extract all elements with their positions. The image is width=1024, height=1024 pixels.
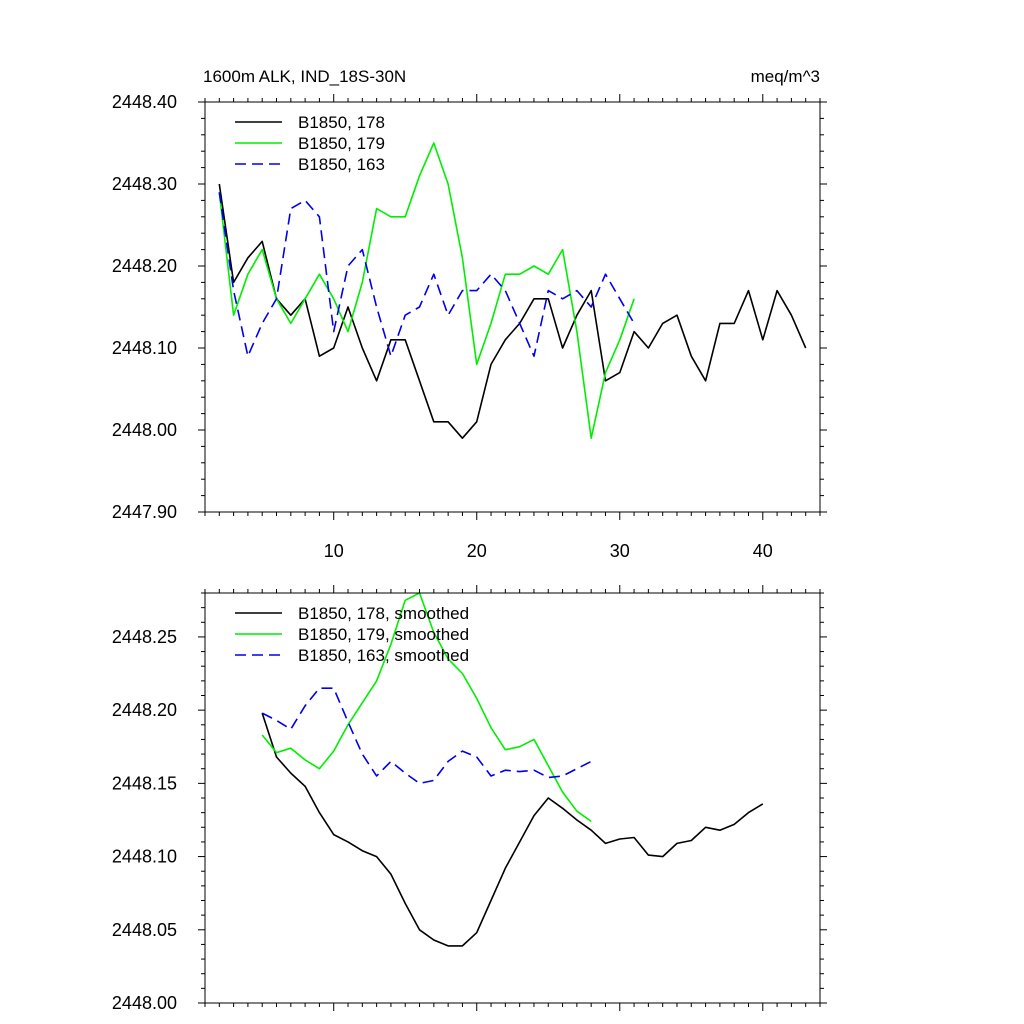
x-tick-label: 20 — [467, 541, 487, 561]
y-tick-label: 2448.00 — [112, 993, 177, 1013]
bottom-label-layer: 2448.00 2448.05 2448.10 2448.15 2448.20 2448.… — [112, 627, 177, 1013]
y-tick-label: 2448.20 — [112, 256, 177, 276]
y-tick-label: 2448.20 — [112, 700, 177, 720]
top-label-layer: 2447.90 2448.00 2448.10 2448.20 2448.30 2448.… — [112, 92, 773, 561]
legend-label-1: B1850, 179, smoothed — [298, 625, 469, 644]
chart-title-left: 1600m ALK, IND_18S-30N — [203, 67, 406, 86]
x-tick-label: 30 — [610, 541, 630, 561]
series-line-0-2 — [218, 192, 635, 358]
y-tick-label: 2448.10 — [112, 847, 177, 867]
top-panel: 1600m ALK, IND_18S-30N meq/m^3 2447.9024… — [112, 67, 827, 561]
series-line-0-0 — [218, 183, 807, 440]
x-tick-label: 40 — [753, 541, 773, 561]
y-tick-label: 2448.00 — [112, 420, 177, 440]
bottom-plot-frame — [204, 592, 821, 1004]
series-line-1-0 — [261, 712, 764, 947]
top-tick-layer — [198, 94, 827, 520]
y-tick-label: 2448.40 — [112, 92, 177, 112]
series-line-1-2 — [261, 687, 592, 785]
legend-label-1: B1850, 179 — [298, 134, 385, 153]
y-tick-label: 2448.15 — [112, 773, 177, 793]
y-tick-label: 2448.30 — [112, 174, 177, 194]
y-tick-label: 2448.25 — [112, 627, 177, 647]
y-tick-label: 2448.10 — [112, 338, 177, 358]
y-tick-label: 2447.90 — [112, 502, 177, 522]
bottom-panel: 2448.00 2448.05 2448.10 2448.15 2448.20 2448.… — [112, 585, 827, 1013]
bottom-legend: B1850, 178, smoothed B1850, 179, smoothed… — [235, 604, 469, 665]
chart-title-right: meq/m^3 — [751, 67, 820, 86]
bottom-tick-layer — [198, 585, 827, 1011]
series-line-0-1 — [218, 142, 635, 440]
legend-label-2: B1850, 163 — [298, 155, 385, 174]
bottom-series-layer — [261, 592, 764, 947]
y-tick-label: 2448.05 — [112, 920, 177, 940]
top-plot-frame — [204, 101, 821, 513]
series-line-1-1 — [261, 592, 592, 823]
x-tick-label: 10 — [324, 541, 344, 561]
top-series-layer — [218, 142, 807, 440]
legend-label-0: B1850, 178 — [298, 113, 385, 132]
top-legend: B1850, 178 B1850, 179 B1850, 163 — [235, 113, 385, 174]
legend-label-0: B1850, 178, smoothed — [298, 604, 469, 623]
legend-label-2: B1850, 163, smoothed — [298, 646, 469, 665]
